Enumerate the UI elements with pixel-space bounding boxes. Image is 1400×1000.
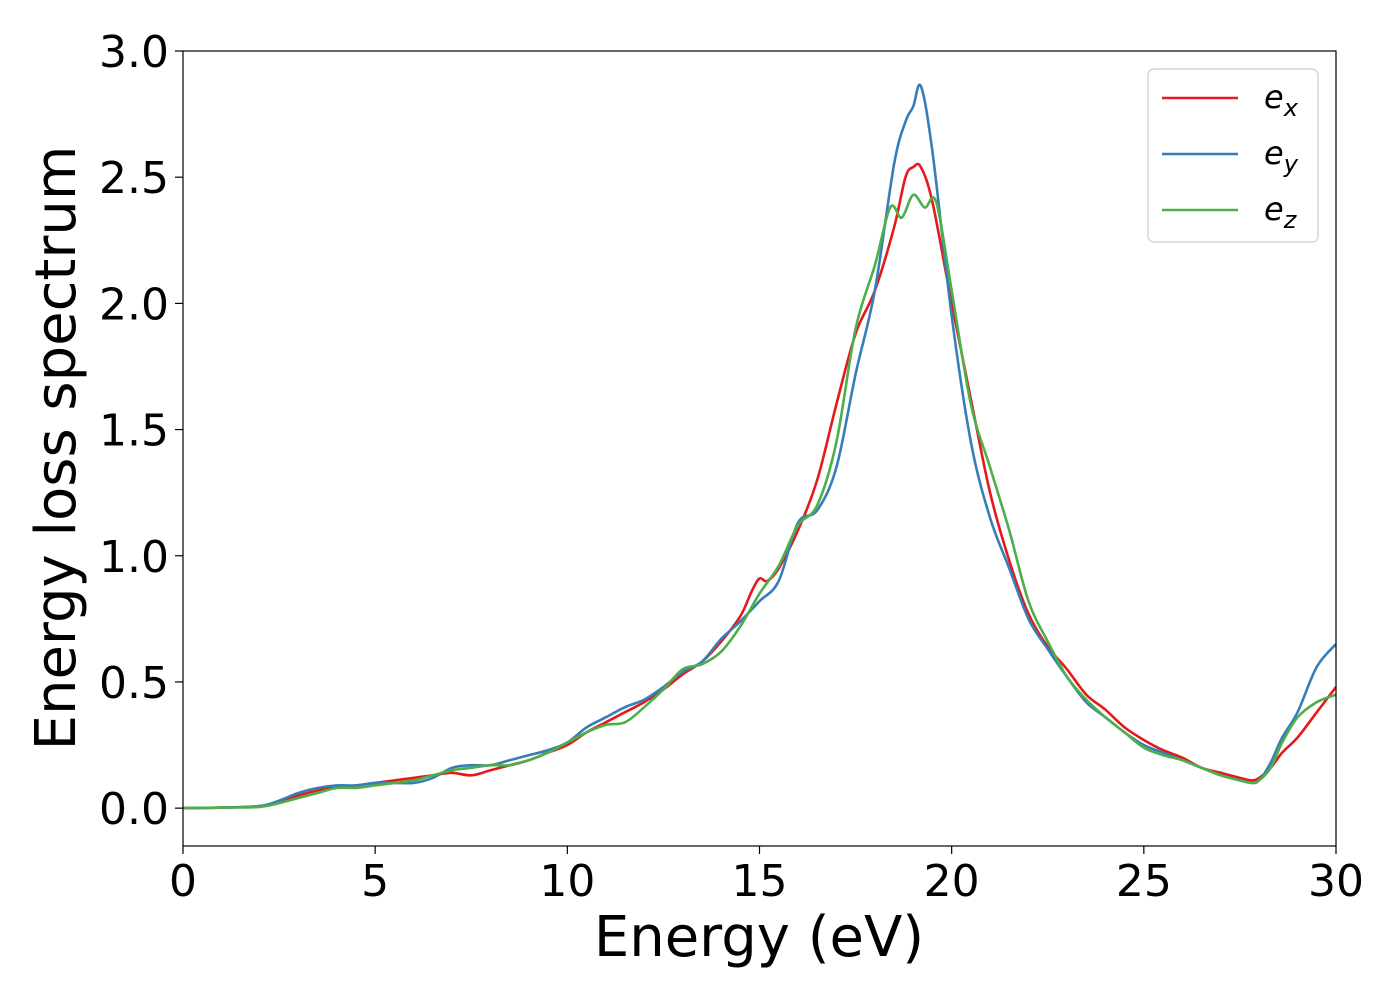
legend-label-subscript: z bbox=[1283, 206, 1298, 234]
x-tick-label: 20 bbox=[924, 856, 980, 907]
legend-label-x: ex bbox=[1264, 78, 1299, 122]
x-tick-label: 15 bbox=[732, 856, 788, 907]
y-tick-label: 2.0 bbox=[99, 279, 169, 330]
x-tick-label: 30 bbox=[1308, 856, 1364, 907]
x-axis: 0 5 10 15 20 25 30 bbox=[169, 846, 1364, 907]
legend-label-base: e bbox=[1264, 190, 1284, 228]
x-tick-label: 10 bbox=[539, 856, 595, 907]
y-tick-label: 1.5 bbox=[99, 406, 169, 457]
y-tick-label: 1.0 bbox=[99, 532, 169, 583]
y-tick-label: 2.5 bbox=[99, 153, 169, 204]
y-axis: 0.0 0.5 1.0 1.5 2.0 2.5 3.0 bbox=[99, 27, 183, 835]
y-tick-label: 0.0 bbox=[99, 784, 169, 835]
series-lines bbox=[182, 83, 1338, 810]
legend-label-base: e bbox=[1264, 134, 1284, 172]
series-line-y bbox=[182, 83, 1337, 810]
x-tick-label: 5 bbox=[361, 856, 389, 907]
series-line-z bbox=[182, 193, 1337, 810]
y-tick-label: 3.0 bbox=[99, 27, 169, 78]
legend-label-subscript: x bbox=[1283, 94, 1299, 122]
legend-box bbox=[1147, 68, 1319, 243]
legend-label-z: ez bbox=[1264, 190, 1298, 234]
legend-label-y: ey bbox=[1264, 134, 1299, 178]
legend-label-base: e bbox=[1264, 78, 1284, 116]
y-tick-label: 0.5 bbox=[99, 658, 169, 709]
x-tick-label: 0 bbox=[169, 856, 197, 907]
y-axis-label: Energy loss spectrum bbox=[24, 146, 89, 751]
x-axis-label: Energy (eV) bbox=[594, 905, 924, 970]
legend-label-subscript: y bbox=[1283, 150, 1299, 178]
x-tick-label: 25 bbox=[1116, 856, 1172, 907]
